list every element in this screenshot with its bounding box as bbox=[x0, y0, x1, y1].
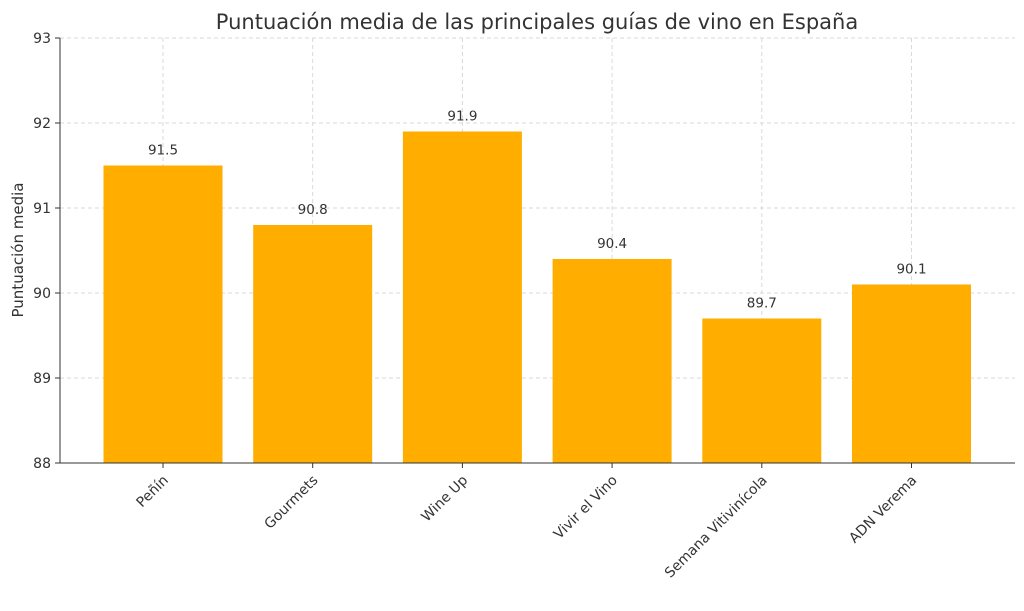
bar bbox=[702, 318, 822, 463]
y-tick-label: 88 bbox=[33, 456, 51, 472]
bar bbox=[852, 284, 971, 463]
y-tick-label: 93 bbox=[33, 31, 51, 47]
y-tick-label: 91 bbox=[33, 201, 51, 217]
y-axis-label: Puntuación media bbox=[9, 183, 27, 318]
x-tick-label: Vivir el Vino bbox=[551, 473, 621, 543]
x-tick-label: Peñín bbox=[134, 473, 172, 511]
data-label: 90.4 bbox=[597, 236, 627, 252]
x-tick-label: Wine Up bbox=[419, 472, 472, 525]
x-tick-label: Gourmets bbox=[262, 473, 322, 533]
x-tick-label: ADN Verema bbox=[846, 473, 920, 547]
bar bbox=[103, 165, 223, 463]
bar bbox=[552, 259, 672, 463]
x-tick-label: Semana Vitivinícola bbox=[662, 473, 771, 582]
data-label: 90.8 bbox=[298, 202, 328, 218]
bar bbox=[253, 225, 373, 463]
data-label: 91.5 bbox=[148, 143, 178, 159]
y-tick-label: 89 bbox=[33, 371, 51, 387]
data-label: 91.9 bbox=[447, 109, 477, 125]
bar bbox=[402, 131, 522, 463]
y-tick-label: 92 bbox=[33, 116, 51, 132]
chart-title: Puntuación media de las principales guía… bbox=[216, 10, 858, 34]
data-label: 89.7 bbox=[747, 296, 777, 312]
data-label: 90.1 bbox=[896, 262, 926, 278]
y-tick-label: 90 bbox=[33, 286, 51, 302]
